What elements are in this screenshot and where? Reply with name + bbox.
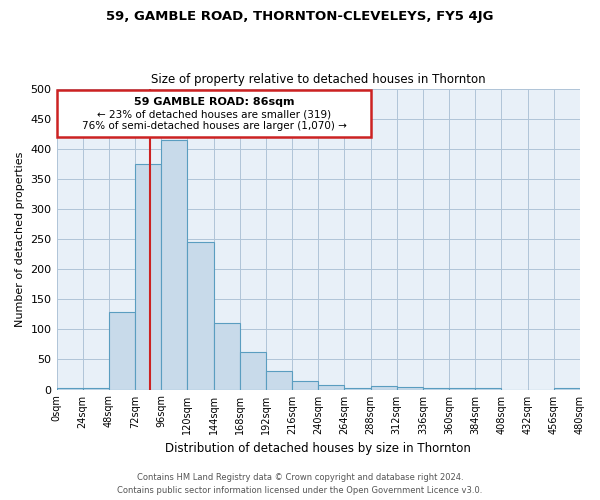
FancyBboxPatch shape bbox=[57, 90, 371, 136]
Bar bbox=[475, 388, 502, 390]
Bar bbox=[187, 242, 214, 390]
Text: 76% of semi-detached houses are larger (1,070) →: 76% of semi-detached houses are larger (… bbox=[82, 121, 347, 131]
Text: 59 GAMBLE ROAD: 86sqm: 59 GAMBLE ROAD: 86sqm bbox=[134, 97, 295, 107]
Bar bbox=[397, 387, 423, 390]
Bar bbox=[292, 381, 318, 390]
Bar bbox=[109, 312, 135, 390]
Text: ← 23% of detached houses are smaller (319): ← 23% of detached houses are smaller (31… bbox=[97, 109, 331, 119]
Title: Size of property relative to detached houses in Thornton: Size of property relative to detached ho… bbox=[151, 73, 485, 86]
Text: Contains HM Land Registry data © Crown copyright and database right 2024.
Contai: Contains HM Land Registry data © Crown c… bbox=[118, 474, 482, 495]
Bar bbox=[344, 388, 371, 390]
Y-axis label: Number of detached properties: Number of detached properties bbox=[15, 152, 25, 326]
Bar bbox=[214, 324, 240, 390]
Bar bbox=[449, 388, 475, 390]
Bar bbox=[135, 164, 161, 390]
Bar bbox=[56, 388, 83, 390]
Bar bbox=[423, 388, 449, 390]
Bar bbox=[318, 386, 344, 390]
Bar bbox=[266, 372, 292, 390]
X-axis label: Distribution of detached houses by size in Thornton: Distribution of detached houses by size … bbox=[166, 442, 471, 455]
Text: 59, GAMBLE ROAD, THORNTON-CLEVELEYS, FY5 4JG: 59, GAMBLE ROAD, THORNTON-CLEVELEYS, FY5… bbox=[106, 10, 494, 23]
Bar bbox=[371, 386, 397, 390]
Bar bbox=[554, 388, 580, 390]
Bar bbox=[161, 140, 187, 390]
Bar bbox=[240, 352, 266, 390]
Bar bbox=[83, 388, 109, 390]
